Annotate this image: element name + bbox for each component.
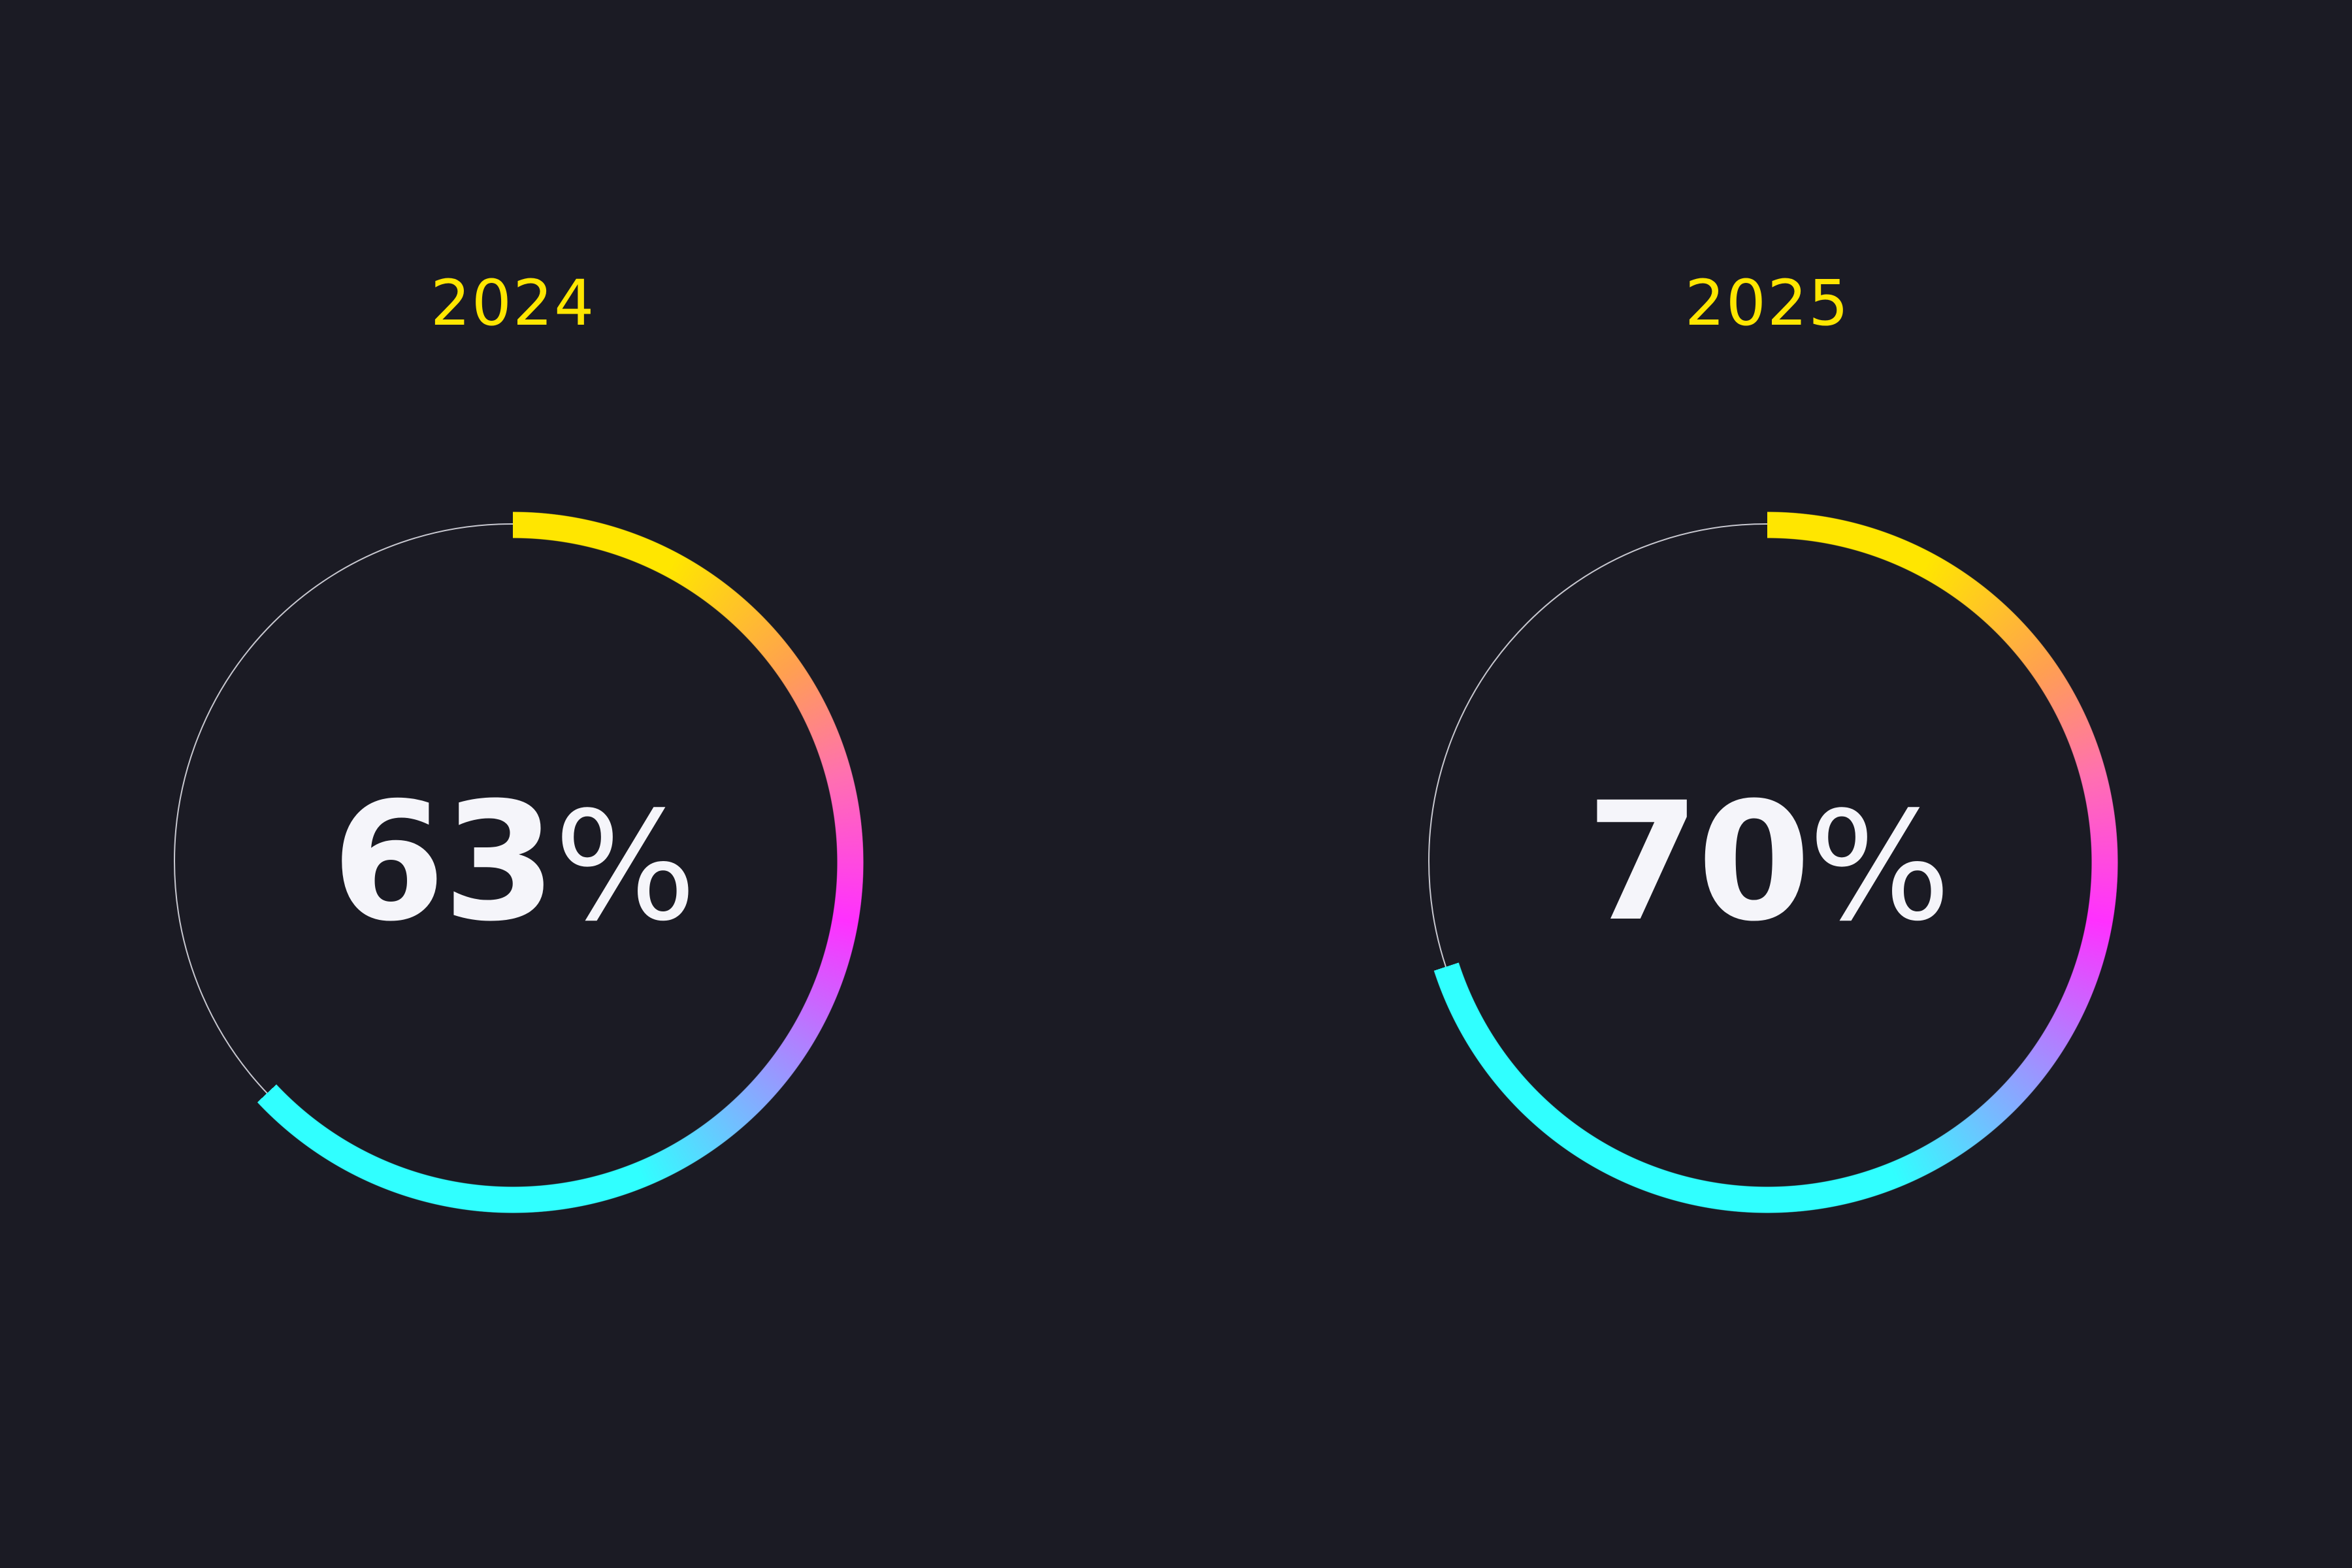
percentage-value: 63%	[121, 777, 905, 953]
progress-ring	[162, 512, 864, 1213]
progress-arc	[1416, 512, 2118, 1213]
value-number: 63	[331, 767, 557, 957]
percent-sign: %	[553, 780, 697, 955]
progress-arc	[162, 512, 864, 1213]
percentage-value: 70%	[1375, 777, 2159, 953]
year-label: 2024	[430, 267, 596, 340]
progress-ring	[1416, 512, 2118, 1213]
gauge-2025: 2025 70%	[1375, 0, 2159, 1568]
gauge-2024: 2024 63%	[121, 0, 905, 1568]
percent-sign: %	[1808, 780, 1952, 955]
year-label: 2025	[1684, 267, 1850, 340]
value-number: 70	[1586, 767, 1811, 957]
